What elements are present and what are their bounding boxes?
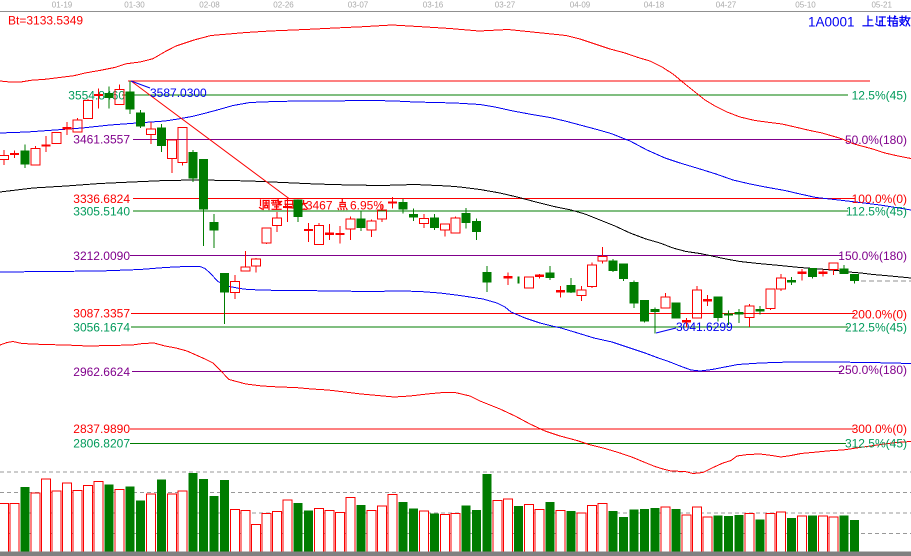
svg-text:05-21: 05-21 (871, 1, 892, 10)
svg-text:02-08: 02-08 (199, 1, 220, 10)
svg-text:100.0%(0): 100.0%(0) (852, 192, 907, 206)
svg-text:3087.3357: 3087.3357 (73, 307, 130, 321)
svg-text:02-26: 02-26 (273, 1, 294, 10)
svg-text:01-19: 01-19 (52, 1, 73, 10)
svg-text:3587.0300: 3587.0300 (150, 86, 207, 100)
svg-text:6.95%: 6.95% (350, 199, 384, 213)
svg-text:12.5%(45): 12.5%(45) (852, 89, 907, 103)
svg-text:05-10: 05-10 (795, 1, 816, 10)
svg-text:03-27: 03-27 (495, 1, 516, 10)
svg-text:112.5%(45): 112.5%(45) (846, 205, 907, 219)
svg-text:1A0001: 1A0001 (808, 15, 855, 30)
svg-text:300.0%(0): 300.0%(0) (852, 422, 907, 436)
svg-text:2962.6624: 2962.6624 (73, 365, 130, 379)
svg-text:3041.6299: 3041.6299 (676, 320, 733, 334)
svg-text:3336.6824: 3336.6824 (73, 192, 130, 206)
svg-text:50.0%(180): 50.0%(180) (845, 133, 907, 147)
svg-text:312.5%(45): 312.5%(45) (845, 437, 907, 451)
svg-text:3305.5140: 3305.5140 (73, 205, 130, 219)
svg-text:01-30: 01-30 (124, 1, 145, 10)
svg-text:2837.9890: 2837.9890 (73, 422, 130, 436)
svg-text:03-07: 03-07 (348, 1, 369, 10)
svg-text:3056.1674: 3056.1674 (73, 321, 130, 335)
svg-text:3461.3557: 3461.3557 (73, 133, 130, 147)
svg-text:200.0%(0): 200.0%(0) (852, 308, 907, 322)
svg-text:2806.8207: 2806.8207 (73, 437, 130, 451)
svg-text:03-16: 03-16 (423, 1, 444, 10)
svg-text:.3467: .3467 (303, 199, 333, 213)
svg-text:150.0%(180): 150.0%(180) (838, 249, 907, 263)
svg-text:212.5%(45): 212.5%(45) (845, 321, 907, 335)
svg-text:3212.0090: 3212.0090 (73, 249, 130, 263)
svg-text:Bt=3133.5349: Bt=3133.5349 (8, 14, 83, 28)
svg-text:04-09: 04-09 (570, 1, 591, 10)
svg-text:250.0%(180): 250.0%(180) (838, 363, 907, 377)
svg-text:04-27: 04-27 (716, 1, 737, 10)
svg-text:04-18: 04-18 (644, 1, 665, 10)
